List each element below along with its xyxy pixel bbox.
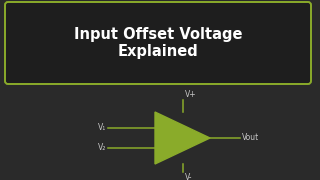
Text: V-: V-: [185, 173, 193, 180]
Text: Vout: Vout: [242, 134, 259, 143]
Text: V+: V+: [185, 90, 196, 99]
FancyBboxPatch shape: [5, 2, 311, 84]
Text: V₁: V₁: [98, 123, 106, 132]
Text: Input Offset Voltage
Explained: Input Offset Voltage Explained: [74, 27, 242, 59]
Polygon shape: [155, 112, 210, 164]
Text: V₂: V₂: [98, 143, 106, 152]
